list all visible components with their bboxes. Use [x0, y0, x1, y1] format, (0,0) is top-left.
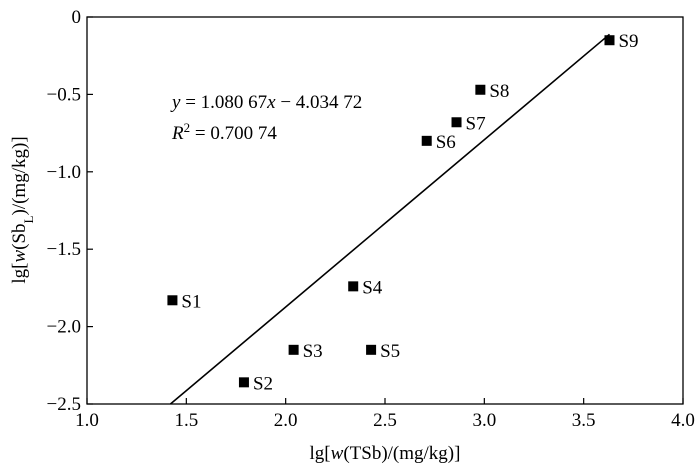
data-point-label: S2 — [253, 373, 273, 394]
regression-line — [169, 33, 611, 405]
r-squared-annotation: R2 = 0.700 74 — [171, 120, 277, 145]
data-point-label: S5 — [380, 341, 400, 362]
x-axis-title: lg[w(TSb)/(mg/kg)] — [310, 443, 461, 464]
y-tick-label: −0.5 — [47, 84, 81, 105]
x-tick-label: 3.5 — [572, 410, 596, 431]
x-tick-label: 2.5 — [373, 410, 397, 431]
x-tick-label: 2.0 — [274, 410, 298, 431]
data-point-marker — [288, 344, 299, 355]
y-tick-label: −2.0 — [47, 317, 81, 338]
regression-line-group — [169, 33, 611, 405]
data-point-marker — [238, 377, 249, 388]
data-point-marker — [421, 135, 432, 146]
y-tick-label: −1.5 — [47, 239, 81, 260]
y-axis-title: lg[w(SbL)/(mg/kg)] — [9, 136, 36, 283]
y-axis-ticks: 0 −0.5 −1.0 −1.5 −2.0 −2.5 — [47, 7, 93, 415]
data-point-label: S4 — [362, 277, 383, 298]
x-tick-label: 1.0 — [75, 410, 99, 431]
y-tick-label: −1.0 — [47, 162, 81, 183]
data-point-marker — [167, 295, 178, 306]
data-point-marker — [451, 117, 462, 128]
y-tick-label: −2.5 — [47, 394, 81, 415]
data-point-marker — [604, 35, 615, 46]
x-tick-label: 4.0 — [671, 410, 695, 431]
x-axis-ticks: 1.0 1.5 2.0 2.5 3.0 3.5 4.0 — [75, 398, 695, 431]
data-point-marker — [475, 84, 486, 95]
equation-annotation: y = 1.080 67x − 4.034 72 — [170, 92, 362, 113]
data-point-label: S3 — [303, 341, 323, 362]
y-tick-label: 0 — [72, 7, 82, 28]
data-point-label: S1 — [181, 291, 201, 312]
data-point-label: S7 — [466, 113, 486, 134]
x-tick-label: 3.0 — [472, 410, 496, 431]
data-point-marker — [366, 344, 377, 355]
data-point-label: S6 — [436, 132, 456, 153]
data-point-label: S8 — [489, 81, 509, 102]
x-tick-label: 1.5 — [174, 410, 198, 431]
data-point-label: S9 — [618, 31, 638, 52]
data-point-marker — [348, 281, 359, 292]
